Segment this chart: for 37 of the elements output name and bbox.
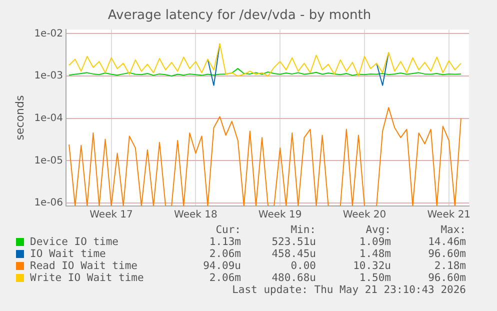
x-tick-label: Week 21 <box>427 210 471 221</box>
text: 480.68u <box>270 272 316 284</box>
y-tick-label: 1e-04 <box>34 112 64 124</box>
text: 1.13m <box>208 236 241 248</box>
text: 2.18m <box>433 260 466 272</box>
y-axis-title: seconds <box>13 95 26 140</box>
legend-label: IO Wait time <box>29 248 107 260</box>
chart-title: Average latency for /dev/vda - by month <box>108 8 372 24</box>
text: 2.06m <box>208 248 241 260</box>
text: 96.60m <box>427 272 466 284</box>
legend-label: Read IO Wait time <box>29 260 138 272</box>
text: 2.06m <box>208 272 241 284</box>
y-tick-label: 1e-02 <box>34 28 64 40</box>
x-tick-label: Week 18 <box>174 210 218 221</box>
legend-label: Write IO Wait time <box>29 272 145 284</box>
text: 458.45u <box>270 248 316 260</box>
text: Max: <box>440 224 466 236</box>
text: 10.32u <box>352 260 391 272</box>
x-tick-label: Week 17 <box>90 210 133 221</box>
y-tick-label: 1e-06 <box>34 198 64 209</box>
text: 96.60m <box>427 248 466 260</box>
y-tick-label: 1e-03 <box>34 70 64 82</box>
text: Cur: <box>214 224 241 236</box>
text: Avg: <box>364 224 391 236</box>
y-tick-label: 1e-05 <box>34 155 64 166</box>
legend-label: Device IO time <box>29 236 120 248</box>
text: 1.50m <box>358 272 391 284</box>
text: 0.00 <box>290 260 316 272</box>
text: 94.09u <box>202 260 241 272</box>
x-tick-label: Week 20 <box>342 210 386 221</box>
text: Last update: Thu May 21 23:10:43 2026 <box>231 284 466 296</box>
text: 523.51u <box>270 236 316 248</box>
text: 1.09m <box>358 236 391 248</box>
x-tick-label: Week 19 <box>258 210 302 221</box>
text: Min: <box>290 224 316 236</box>
text: 14.46m <box>427 236 466 248</box>
text: 1.48m <box>358 248 391 260</box>
